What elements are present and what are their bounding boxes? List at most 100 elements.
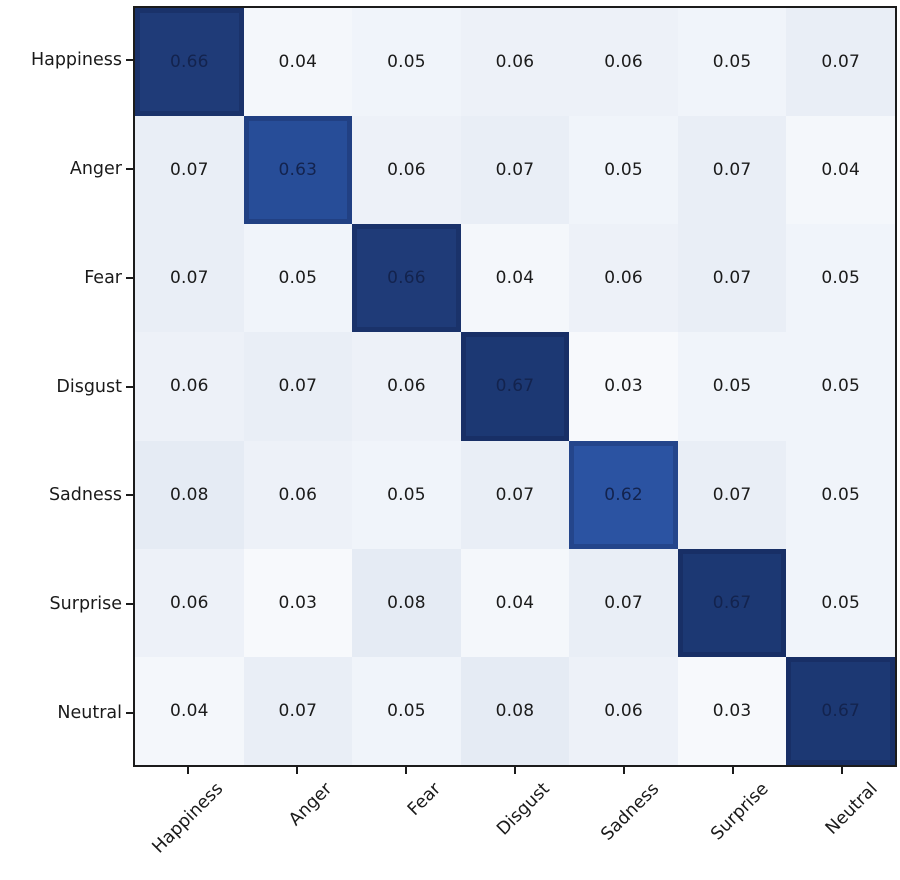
y-axis-label: Sadness	[48, 485, 122, 506]
heatmap-cell: 0.05	[786, 224, 895, 333]
heatmap-cell: 0.07	[135, 116, 244, 225]
x-axis-label: Disgust	[493, 779, 555, 840]
cell-value: 0.05	[278, 268, 318, 289]
heatmap-cell: 0.07	[135, 224, 244, 333]
cell-value: 0.04	[495, 592, 535, 613]
heatmap-cell: 0.04	[786, 116, 895, 225]
heatmap-cell: 0.07	[243, 656, 353, 765]
cell-value: 0.07	[495, 484, 535, 505]
cell-value: 0.05	[387, 700, 426, 721]
heatmap-cell: 0.62	[569, 440, 678, 549]
heatmap-cell: 0.08	[460, 656, 570, 765]
cell-value: 0.04	[821, 160, 861, 181]
heatmap-cell: 0.05	[243, 224, 353, 333]
cell-value: 0.03	[712, 700, 752, 721]
cell-value: 0.07	[712, 160, 752, 181]
heatmap-cell: 0.07	[243, 332, 353, 441]
heatmap-cell: 0.04	[460, 548, 570, 657]
heatmap-cell: 0.05	[786, 440, 895, 549]
cell-value: 0.03	[604, 376, 643, 397]
y-axis-tick	[126, 385, 133, 388]
heatmap-cell: 0.06	[460, 8, 570, 117]
heatmap-cell: 0.07	[569, 548, 678, 657]
cell-value: 0.07	[604, 592, 643, 613]
cell-value: 0.05	[604, 160, 643, 181]
heatmap-cell: 0.63	[243, 116, 353, 225]
x-axis-label: Anger	[284, 779, 336, 831]
heatmap-cell: 0.05	[786, 332, 895, 441]
heatmap-cell: 0.08	[352, 548, 461, 657]
cell-value: 0.06	[278, 484, 318, 505]
heatmap-cell: 0.03	[243, 548, 353, 657]
x-axis-tick	[186, 767, 189, 774]
cell-value: 0.07	[712, 268, 752, 289]
heatmap-cell: 0.07	[677, 224, 787, 333]
heatmap-plot: 0.66 0.04 0.05 0.06 0.06 0.05 0.07 0.07 0.63 0.06…	[133, 6, 897, 767]
cell-value: 0.67	[495, 376, 535, 397]
cell-value: 0.07	[821, 52, 861, 73]
y-axis-label: Anger	[69, 159, 122, 180]
x-axis-tick	[514, 767, 516, 774]
cell-value: 0.03	[278, 592, 318, 613]
cell-value: 0.07	[712, 484, 752, 505]
cell-value: 0.66	[387, 268, 426, 289]
heatmap-cell: 0.67	[786, 656, 895, 765]
cell-value: 0.08	[387, 592, 426, 613]
heatmap-cell: 0.08	[135, 440, 244, 549]
cell-value: 0.04	[169, 700, 209, 721]
cell-value: 0.07	[169, 160, 209, 181]
cell-value: 0.04	[278, 52, 318, 73]
heatmap-cell: 0.67	[460, 332, 570, 441]
heatmap-cell: 0.03	[569, 332, 678, 441]
heatmap-cell: 0.04	[135, 656, 244, 765]
heatmap-cell: 0.04	[460, 224, 570, 333]
heatmap-cell: 0.06	[135, 548, 244, 657]
heatmap-cell: 0.06	[569, 224, 678, 333]
heatmap-cell: 0.05	[786, 548, 895, 657]
x-axis-label: Sadness	[597, 779, 664, 845]
cell-value: 0.08	[495, 700, 535, 721]
y-axis-tick	[126, 276, 133, 279]
y-axis-tick	[126, 59, 133, 62]
heatmap-cell: 0.04	[243, 8, 353, 117]
cell-value: 0.06	[604, 52, 643, 73]
y-axis-label: Happiness	[30, 50, 122, 71]
cell-value: 0.08	[169, 484, 209, 505]
cell-value: 0.07	[495, 160, 535, 181]
x-axis-label: Fear	[404, 779, 446, 820]
x-axis-label: Happiness	[148, 779, 227, 858]
cell-value: 0.05	[712, 52, 752, 73]
cell-value: 0.05	[821, 592, 861, 613]
heatmap-cell: 0.05	[569, 116, 678, 225]
heatmap-cell: 0.06	[352, 116, 461, 225]
heatmap-cell: 0.06	[569, 8, 678, 117]
cell-value: 0.67	[712, 592, 752, 613]
cell-value: 0.05	[387, 52, 426, 73]
heatmap-cell: 0.07	[677, 116, 787, 225]
cell-value: 0.04	[495, 268, 535, 289]
y-axis-label: Neutral	[57, 702, 122, 723]
cell-value: 0.05	[712, 376, 752, 397]
x-axis-label: Surprise	[707, 779, 773, 845]
x-axis-tick	[404, 767, 407, 774]
heatmap-cell: 0.07	[460, 440, 570, 549]
y-axis-tick	[126, 168, 133, 171]
heatmap-cell: 0.03	[677, 656, 787, 765]
cell-value: 0.05	[821, 376, 861, 397]
cell-value: 0.06	[495, 52, 535, 73]
heatmap-cell: 0.05	[677, 332, 787, 441]
y-axis-tick	[126, 602, 133, 605]
x-axis-tick	[841, 767, 844, 774]
cell-value: 0.06	[604, 700, 643, 721]
x-axis-label: Neutral	[821, 779, 882, 839]
cell-value: 0.63	[278, 160, 318, 181]
heatmap-cell: 0.05	[352, 656, 461, 765]
heatmap-cell: 0.06	[569, 656, 678, 765]
cell-value: 0.07	[278, 376, 318, 397]
cell-value: 0.06	[169, 376, 209, 397]
cell-value: 0.06	[169, 592, 209, 613]
cell-value: 0.67	[821, 700, 861, 721]
heatmap-cell: 0.06	[135, 332, 244, 441]
heatmap-cell: 0.07	[460, 116, 570, 225]
heatmap-cell: 0.05	[352, 8, 461, 117]
